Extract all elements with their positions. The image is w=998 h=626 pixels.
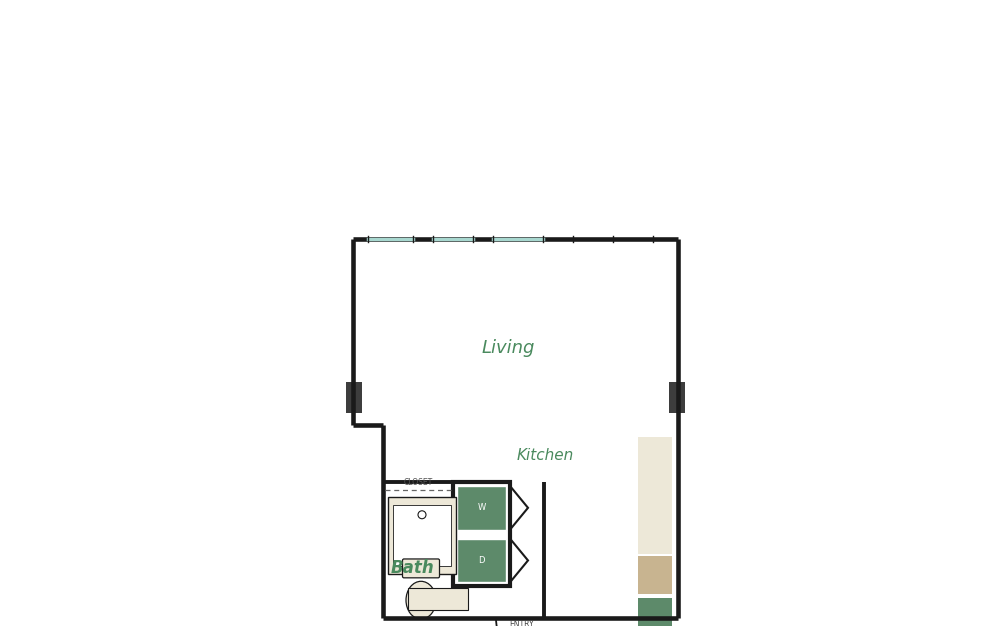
Bar (388, 497, 456, 575)
Text: W: W (477, 503, 486, 512)
Text: CLOSET: CLOSET (403, 478, 432, 488)
Bar (638, 438, 672, 555)
Bar (393, 505, 451, 567)
Bar (457, 538, 506, 582)
Bar (669, 382, 685, 413)
Text: Kitchen: Kitchen (516, 448, 574, 463)
Bar (453, 482, 510, 587)
Text: D: D (478, 556, 485, 565)
Text: Living: Living (481, 339, 535, 357)
Bar (457, 486, 506, 530)
Circle shape (418, 511, 426, 519)
Text: Bath: Bath (391, 560, 435, 577)
Bar (638, 557, 672, 594)
Text: Please reach out to our leasing office for more information!: Please reach out to our leasing office f… (147, 69, 851, 89)
Text: ENTRY: ENTRY (510, 620, 534, 626)
Bar (408, 588, 468, 610)
FancyBboxPatch shape (402, 559, 439, 578)
Ellipse shape (406, 582, 436, 619)
Text: This is a MFTE income qualified home.: This is a MFTE income qualified home. (273, 28, 725, 48)
Bar (638, 598, 672, 626)
Bar (346, 382, 362, 413)
